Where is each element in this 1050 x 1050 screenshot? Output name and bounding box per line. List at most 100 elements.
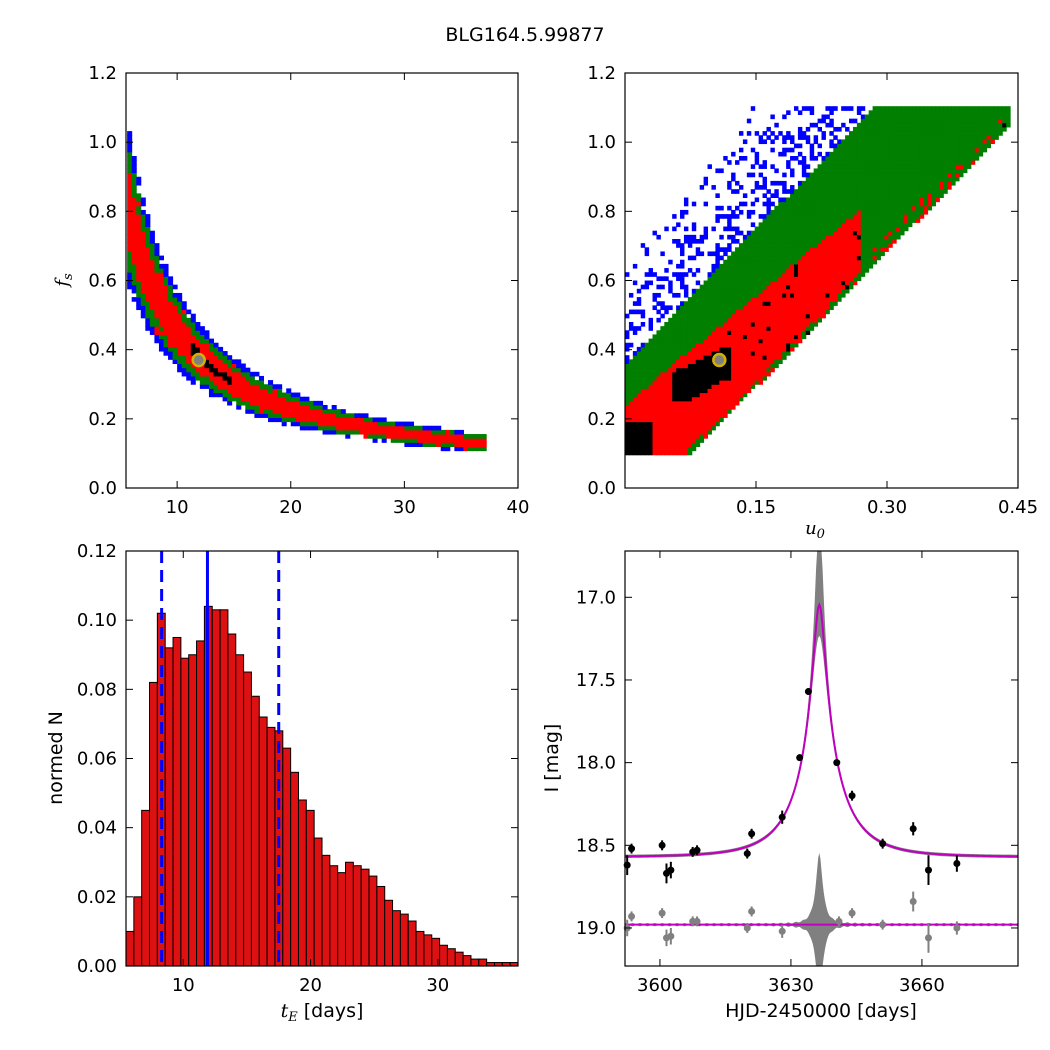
p2-cell-green xyxy=(911,151,917,157)
p2-cell-green xyxy=(868,180,874,186)
p2-ytick-label: 1.2 xyxy=(587,63,616,84)
p2-cell-green xyxy=(947,110,952,115)
p2-cell-green xyxy=(880,201,885,207)
p2-cell-blue xyxy=(797,160,803,165)
p2-cell-black xyxy=(707,384,712,389)
p1-cell-red xyxy=(418,429,424,435)
p2-cell-green xyxy=(711,309,716,315)
p2-cell-green xyxy=(915,156,921,161)
p2-cell-green xyxy=(672,342,677,348)
p1-cell-red xyxy=(154,272,160,277)
p2-cell-green xyxy=(880,143,885,149)
p2-cell-green xyxy=(868,201,874,207)
p2-cell-red xyxy=(805,288,811,294)
p2-cell-black xyxy=(691,367,697,373)
p2-cell-red xyxy=(750,330,756,335)
p2-cell-black xyxy=(636,438,642,443)
p1-cell-blue xyxy=(186,309,192,315)
p2-cell-green xyxy=(778,268,783,273)
p2-cell-black xyxy=(699,371,705,377)
p2-cell-green xyxy=(974,118,980,124)
p2-cell-green xyxy=(856,160,862,165)
p2-cell-green xyxy=(766,247,771,252)
p2-cell-black xyxy=(766,301,771,306)
p4-ytick-label: 18.0 xyxy=(576,753,616,774)
p2-cell-green xyxy=(801,214,807,219)
p2-cell-red xyxy=(660,392,665,398)
p2-cell-red xyxy=(703,429,709,435)
p1-cell-blue xyxy=(454,446,460,452)
p2-cell-red xyxy=(817,288,822,294)
p2-cell-green xyxy=(880,189,885,194)
p2-cell-green xyxy=(770,218,775,223)
p1-cell-green xyxy=(149,317,155,323)
p2-cell-black xyxy=(640,429,646,435)
p2-cell-green xyxy=(805,326,811,331)
p2-cell-red xyxy=(683,405,689,410)
p2-cell-green xyxy=(676,313,681,319)
p1-ticks: 10 20 30 400.00.20.40.60.81.01.2 xyxy=(88,63,529,518)
p3-bar xyxy=(454,951,464,967)
p2-cell-red xyxy=(896,226,901,232)
p2-cell-green xyxy=(892,143,897,149)
p1-cell-red xyxy=(127,185,133,190)
p2-cell-red xyxy=(762,367,767,373)
p2-cell-green xyxy=(974,139,980,145)
p2-cell-red xyxy=(731,322,736,327)
p2-cell-black xyxy=(680,384,685,389)
p2-cell-black xyxy=(683,384,689,389)
p2-cell-green xyxy=(876,209,881,215)
p1-cell-red xyxy=(154,326,160,331)
p2-cell-blue xyxy=(711,268,716,273)
p2-cell-black xyxy=(644,434,650,439)
p2-cell-green xyxy=(900,143,905,149)
p1-cell-green xyxy=(131,263,137,269)
p2-cell-red xyxy=(715,338,720,344)
p2-cell-blue xyxy=(766,197,771,203)
p2-cell-green xyxy=(915,189,921,194)
p2-cell-blue xyxy=(727,185,732,190)
p2-cell-red xyxy=(656,380,661,385)
p2-cell-red xyxy=(809,309,815,315)
p2-cell-green xyxy=(841,214,846,219)
p1-cell-blue xyxy=(190,317,196,323)
p2-cell-blue xyxy=(715,263,720,269)
p2-cell-green xyxy=(813,239,819,244)
p1-cell-blue xyxy=(227,400,233,406)
p2-cell-red xyxy=(727,380,732,385)
p2-cell-red xyxy=(770,309,775,315)
p2-cell-blue xyxy=(687,243,693,248)
p1-cell-red xyxy=(199,346,205,352)
p1-cell-red xyxy=(149,305,155,311)
p2-cell-green xyxy=(687,450,693,456)
p2-cell-green xyxy=(868,114,874,120)
p2-cell-black xyxy=(719,367,724,373)
p2-cell-red xyxy=(845,268,850,273)
p2-cell-green xyxy=(680,342,685,348)
p2-cell-green xyxy=(900,131,905,136)
p2-cell-green xyxy=(774,230,779,236)
p2-cell-green xyxy=(907,168,913,174)
p2-cell-green xyxy=(915,205,921,211)
p2-cell-green xyxy=(947,156,952,161)
p2-cell-green xyxy=(699,326,705,331)
p2-cell-black xyxy=(636,421,642,427)
p2-cell-red xyxy=(664,438,669,443)
p2-cell-red xyxy=(668,438,673,443)
p2-cell-green xyxy=(982,118,988,124)
p2-cell-green xyxy=(892,214,897,219)
p2-cell-green xyxy=(888,180,893,186)
p4-residual-point xyxy=(748,907,756,915)
p1-cell-red xyxy=(140,251,146,257)
p2-cell-green xyxy=(797,251,803,257)
p2-cell-red xyxy=(805,317,811,323)
p1-cell-red xyxy=(249,388,255,394)
p2-cell-green xyxy=(754,247,760,252)
p2-cell-red xyxy=(664,417,669,423)
p2-cell-red xyxy=(711,392,716,398)
p1-cell-blue xyxy=(145,218,151,223)
p2-cell-green xyxy=(860,143,866,149)
p2-cell-red xyxy=(640,409,646,414)
p2-cell-green xyxy=(809,176,815,182)
p2-cell-red xyxy=(628,417,634,423)
